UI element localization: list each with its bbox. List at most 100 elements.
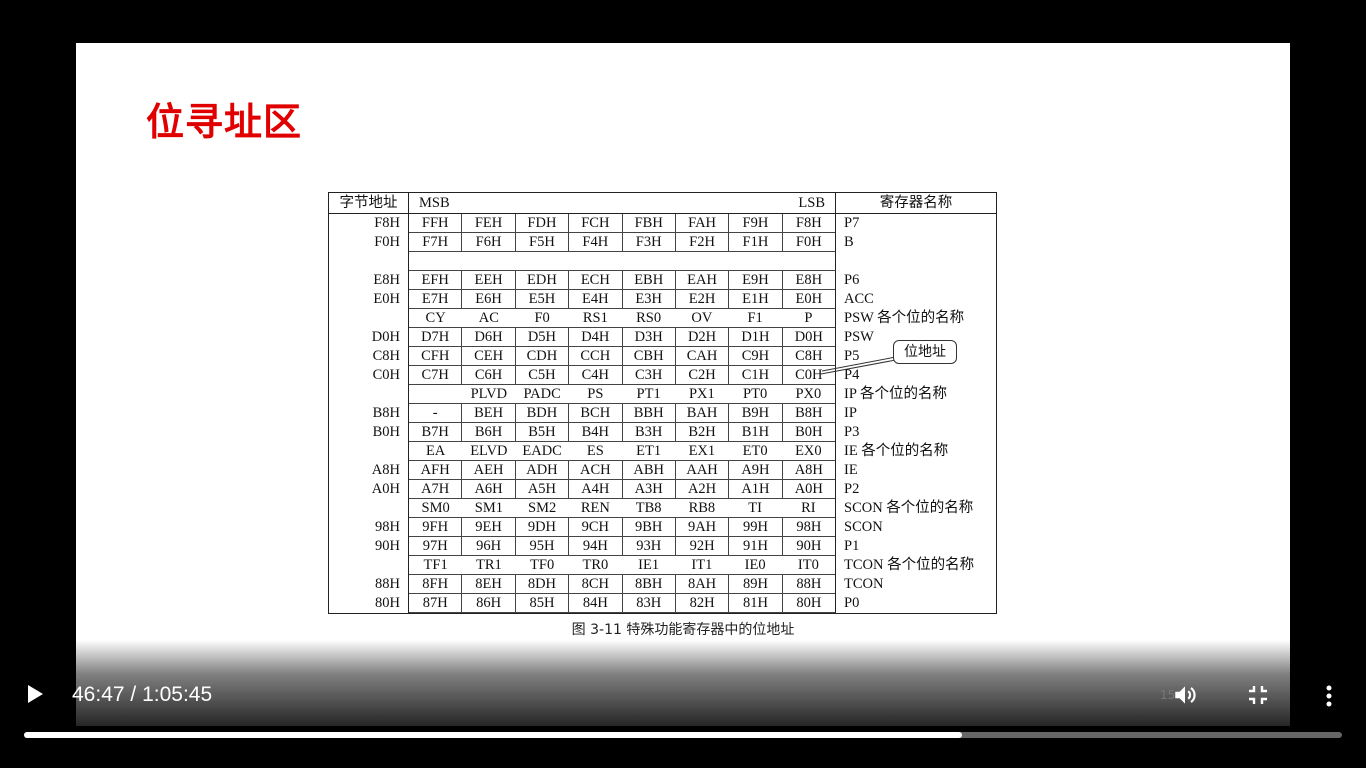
- bit-address: C1H: [729, 366, 783, 385]
- bit-name: PLVD: [462, 385, 516, 404]
- bit-name: RB8: [675, 499, 729, 518]
- bit-address: 81H: [729, 594, 783, 613]
- bit-address: A5H: [515, 480, 570, 499]
- bit-address: 93H: [622, 537, 676, 556]
- bit-address: 89H: [729, 575, 783, 594]
- bit-cells: B7H B6H B5H B4H B3H B2H B1H B0H: [409, 423, 836, 442]
- bit-address: FAH: [675, 214, 730, 233]
- byte-address: B8H: [329, 404, 409, 423]
- bit-name: TR0: [568, 556, 622, 575]
- bit-address: AEH: [462, 461, 516, 480]
- byte-address: [329, 385, 409, 404]
- byte-address: E0H: [329, 290, 409, 309]
- bit-address: B7H: [409, 423, 463, 442]
- bit-address: 84H: [569, 594, 623, 613]
- bit-cells: - BEH BDH BCH BBH BAH B9H B8H: [409, 404, 836, 423]
- bit-address: FCH: [569, 214, 623, 233]
- byte-address: E8H: [329, 271, 409, 290]
- table-row: [329, 252, 996, 271]
- bit-address: E8H: [782, 271, 835, 290]
- bit-name: EADC: [515, 442, 569, 461]
- bit-address: BBH: [622, 404, 676, 423]
- register-name: IE 各个位的名称: [844, 443, 949, 459]
- bit-cells: PLVD PADC PS PT1 PX1 PT0 PX0: [409, 385, 836, 404]
- byte-address: [329, 499, 409, 518]
- bit-name: RI: [781, 499, 835, 518]
- bit-address: A1H: [729, 480, 783, 499]
- table-row: 88H 8FH 8EH 8DH 8CH 8BH 8AH 89H 88H TCON: [329, 575, 996, 594]
- bit-name: IT0: [781, 556, 835, 575]
- bit-address: E3H: [622, 290, 676, 309]
- bit-address: B9H: [729, 404, 783, 423]
- bit-name: PADC: [515, 385, 569, 404]
- byte-address: 98H: [329, 518, 409, 537]
- bit-name-row: CY AC F0 RS1 RS0 OV F1 P PSW 各个位的名称: [329, 309, 996, 328]
- bit-name: PX1: [675, 385, 729, 404]
- bit-address: 9BH: [622, 518, 676, 537]
- bit-address: E4H: [569, 290, 623, 309]
- register-name: PSW 各个位的名称: [844, 310, 965, 326]
- byte-address: F8H: [329, 214, 409, 233]
- bit-name: PT1: [622, 385, 676, 404]
- byte-address: [329, 309, 409, 328]
- bit-address: A9H: [729, 461, 783, 480]
- bit-name: AC: [462, 309, 516, 328]
- register-name: IP 各个位的名称: [844, 386, 947, 402]
- volume-icon[interactable]: [1172, 682, 1198, 712]
- bit-address: C4H: [569, 366, 623, 385]
- byte-address: C8H: [329, 347, 409, 366]
- bit-address: F5H: [515, 233, 570, 252]
- bit-name: F1: [728, 309, 782, 328]
- seek-bar[interactable]: [24, 732, 1342, 738]
- bit-address: B6H: [462, 423, 516, 442]
- bit-cells: 97H 96H 95H 94H 93H 92H 91H 90H: [409, 537, 836, 556]
- bit-name: RS1: [568, 309, 622, 328]
- byte-address: 90H: [329, 537, 409, 556]
- bit-cells: CY AC F0 RS1 RS0 OV F1 P: [409, 309, 836, 328]
- play-icon[interactable]: [28, 685, 43, 703]
- bit-address: B0H: [782, 423, 835, 442]
- byte-address: [329, 252, 409, 271]
- bit-address: A0H: [782, 480, 835, 499]
- bit-name: REN: [568, 499, 622, 518]
- video-controls: 46:47 / 1:05:45: [0, 670, 1366, 768]
- header-lsb: LSB: [798, 195, 825, 211]
- register-name: SCON 各个位的名称: [844, 500, 974, 516]
- bit-address: B8H: [782, 404, 835, 423]
- bit-address: BDH: [515, 404, 570, 423]
- table-row: E8H EFH EEH EDH ECH EBH EAH E9H E8H P6: [329, 271, 996, 290]
- seek-bar-progress: [24, 732, 963, 738]
- bit-address: F2H: [675, 233, 730, 252]
- bit-address: 91H: [729, 537, 783, 556]
- bit-address: 87H: [409, 594, 463, 613]
- byte-address: [329, 556, 409, 575]
- bit-address: ECH: [569, 271, 623, 290]
- bit-name-row: EA ELVD EADC ES ET1 EX1 ET0 EX0 IE 各个位的名称: [329, 442, 996, 461]
- bit-name: CY: [409, 309, 463, 328]
- bit-address: FBH: [622, 214, 676, 233]
- bit-address: 82H: [675, 594, 730, 613]
- bit-address: C8H: [782, 347, 835, 366]
- current-time: 46:47: [72, 683, 125, 706]
- byte-address: A0H: [329, 480, 409, 499]
- register-name: IE: [844, 462, 858, 478]
- bit-name: ES: [568, 442, 622, 461]
- bit-address: EAH: [675, 271, 730, 290]
- bit-address: 96H: [462, 537, 516, 556]
- bit-address: E5H: [515, 290, 570, 309]
- exit-fullscreen-icon[interactable]: [1248, 685, 1268, 709]
- bit-address: F7H: [409, 233, 463, 252]
- register-name: P0: [844, 595, 860, 611]
- register-name: P5: [844, 348, 860, 364]
- bit-address: EEH: [462, 271, 516, 290]
- time-display: 46:47 / 1:05:45: [72, 683, 212, 707]
- bit-name: SM0: [409, 499, 463, 518]
- register-name: P3: [844, 424, 860, 440]
- more-options-icon[interactable]: [1325, 684, 1333, 712]
- bit-cells: TF1 TR1 TF0 TR0 IE1 IT1 IE0 IT0: [409, 556, 836, 575]
- bit-address: A4H: [569, 480, 623, 499]
- bit-address: CBH: [622, 347, 676, 366]
- bit-address: E0H: [782, 290, 835, 309]
- bit-address: A7H: [409, 480, 463, 499]
- table-row: D0H D7H D6H D5H D4H D3H D2H D1H D0H PSW: [329, 328, 996, 347]
